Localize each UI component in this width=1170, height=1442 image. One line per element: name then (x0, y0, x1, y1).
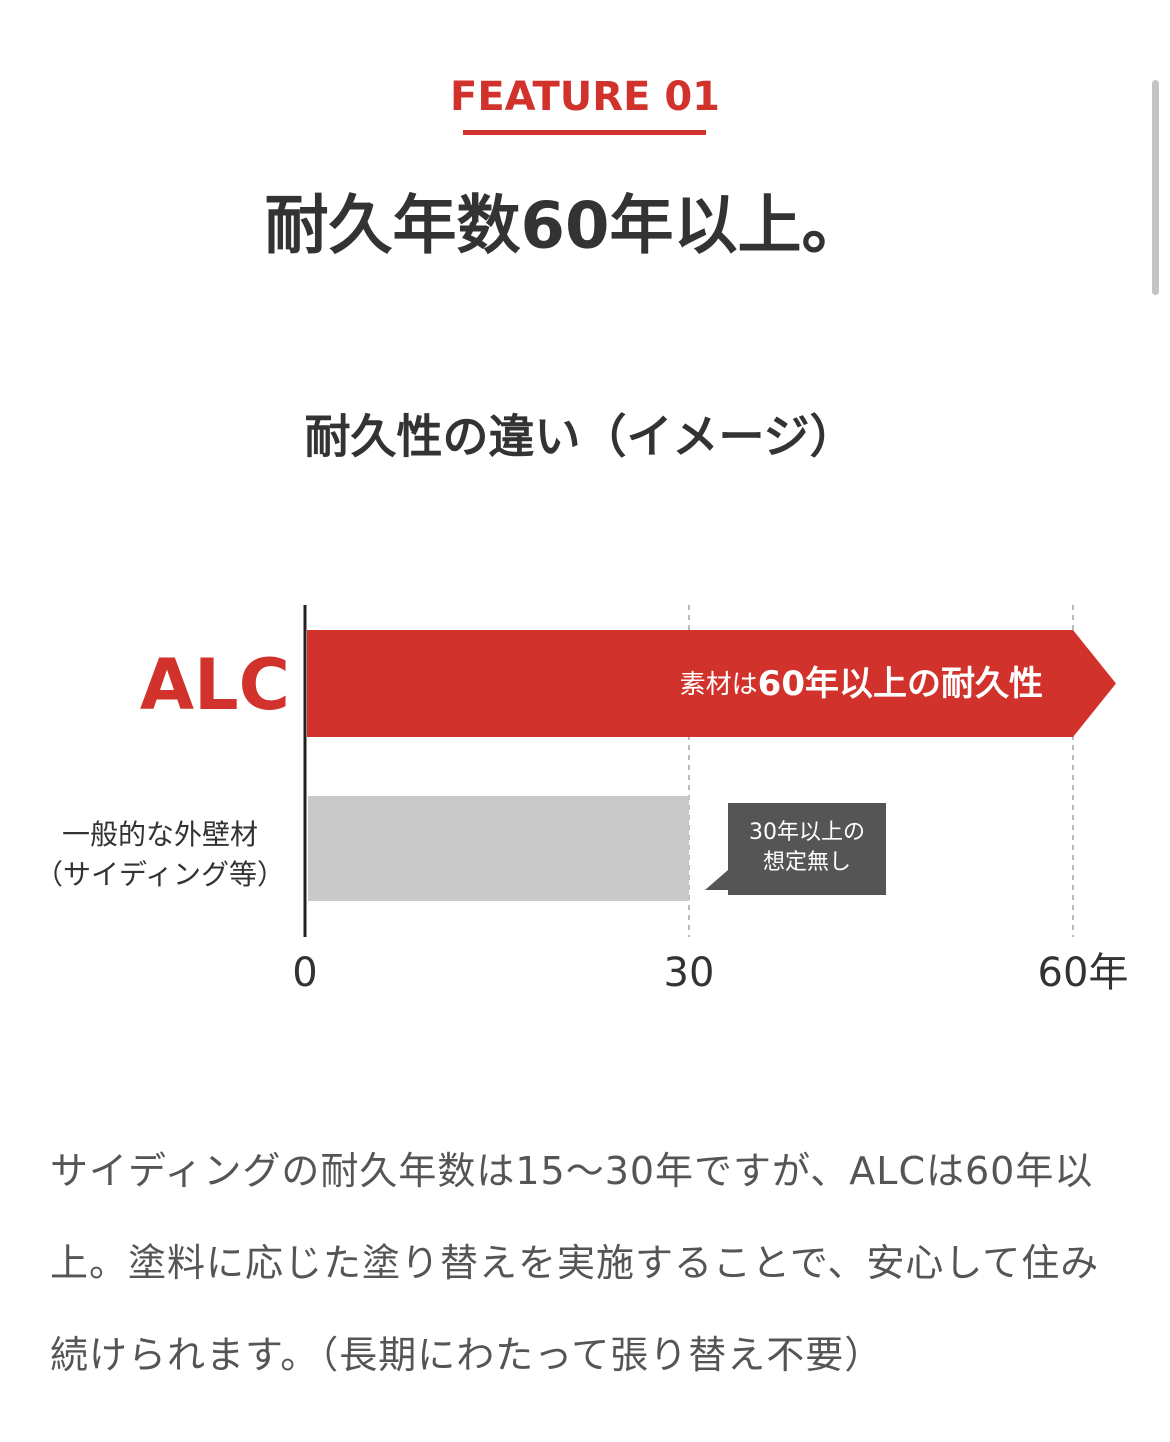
callout-pointer (705, 870, 728, 890)
chart-title: 耐久性の違い（イメージ） (304, 410, 855, 464)
callout-text: 30年以上の 想定無し (749, 820, 865, 875)
feature-underline (463, 130, 706, 135)
callout-box (728, 803, 886, 895)
body-paragraph: サイディングの耐久年数は15〜30年ですが、ALCは60年以上。塗料に応じた塗り… (50, 1149, 1100, 1377)
category-label: 一般的な外壁材 （サイディング等） (34, 818, 286, 891)
x-tick-label: 30 (664, 950, 715, 996)
category-label: ALC (139, 644, 290, 726)
bar (307, 630, 1116, 737)
x-tick-label: 60年 (1038, 950, 1129, 996)
x-tick-label: 0 (292, 950, 317, 996)
annotation-small: 素材は (680, 670, 758, 700)
feature-label: FEATURE 01 (450, 74, 720, 120)
bar (308, 796, 689, 901)
headline: 耐久年数60年以上。 (264, 190, 865, 264)
bar-annotation: 素材は60年以上の耐久性 (680, 664, 1043, 704)
annotation-large: 60年以上の耐久性 (758, 664, 1043, 704)
scrollbar (1152, 80, 1159, 295)
plot: 0 30 60年 (292, 605, 1128, 996)
